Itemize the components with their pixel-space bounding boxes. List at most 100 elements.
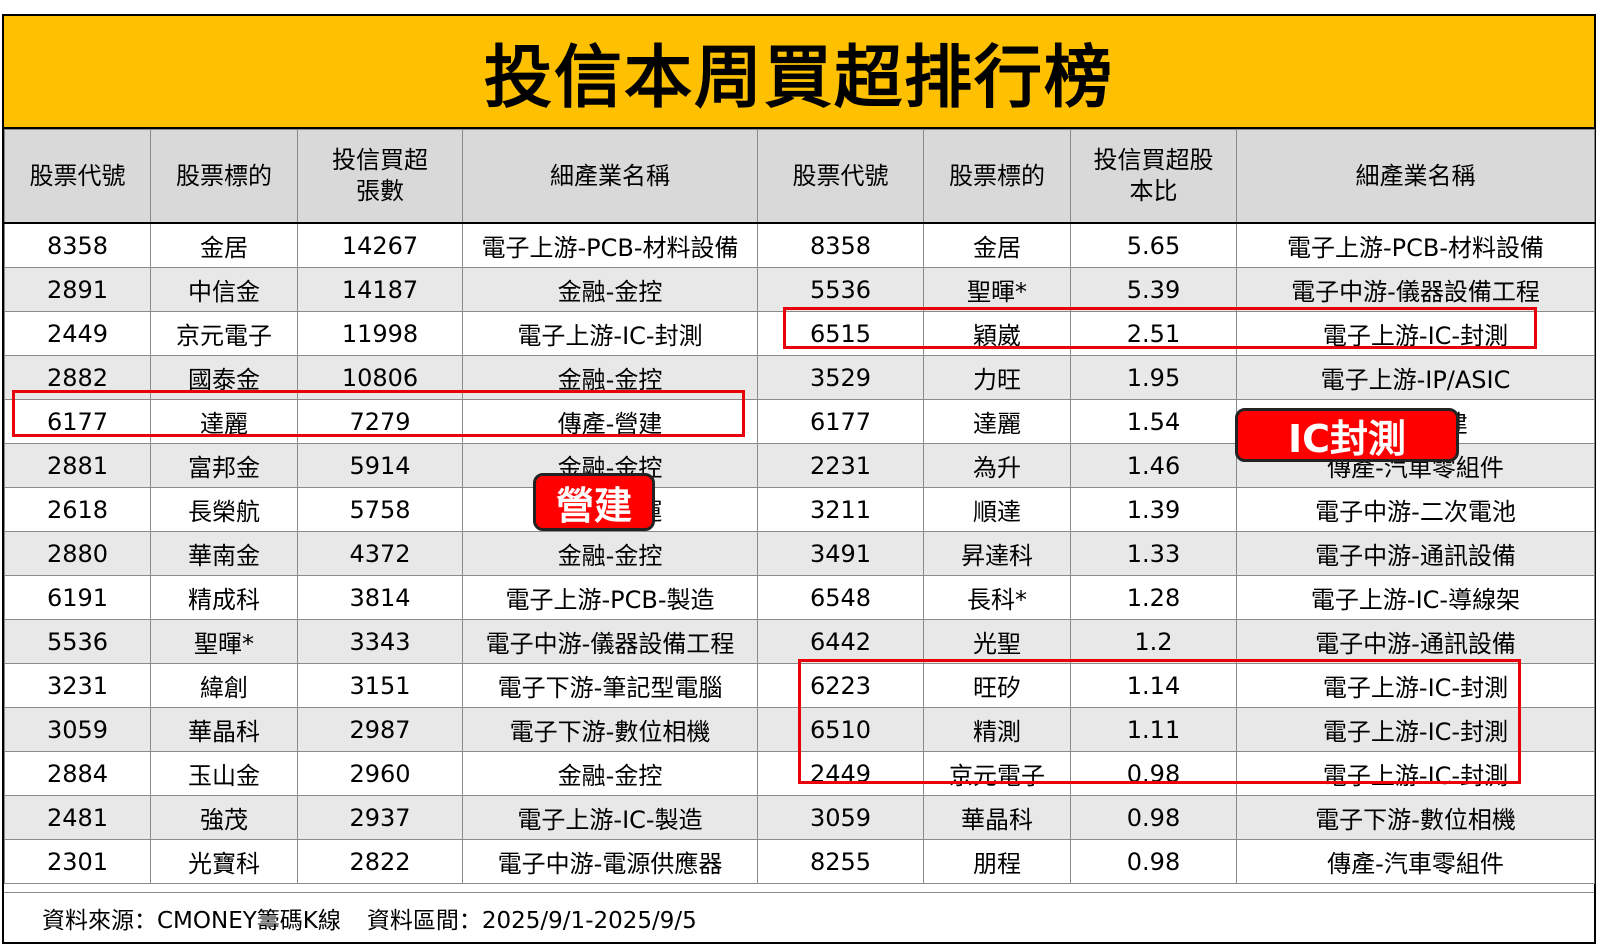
header-left-code: 股票代號: [4, 129, 151, 224]
cell-right-code: 3491: [757, 531, 924, 576]
cell-left-name: 金居: [150, 222, 298, 268]
cell-right-ratio: 1.33: [1070, 531, 1237, 576]
table-row: 2449 京元電子 11998 電子上游-IC-封測 6515 穎崴 2.51 電子上游-IC…: [4, 311, 1595, 356]
cell-right-code: 6510: [757, 707, 924, 752]
cell-left-name: 光寶科: [150, 839, 298, 884]
cell-left-industry: 傳產-營建: [462, 399, 758, 444]
table-row: 2301 光寶科 2822 電子中游-電源供應器 8255 朋程 0.98 傳產-汽車零組件: [4, 839, 1595, 884]
header-right-code: 股票代號: [757, 129, 924, 224]
cell-right-industry: 傳產-汽車零組件: [1236, 443, 1595, 488]
table-row: 8358 金居 14267 電子上游-PCB-材料設備 8358 金居 5.65 電子上游-P…: [4, 222, 1595, 268]
cell-right-name: 昇達科: [923, 531, 1071, 576]
cell-right-ratio: 1.95: [1070, 355, 1237, 400]
cell-left-volume: 14187: [297, 267, 463, 312]
cell-left-name: 達麗: [150, 399, 298, 444]
cell-right-industry: 電子上游-IC-導線架: [1236, 575, 1595, 620]
cell-left-name: 富邦金: [150, 443, 298, 488]
table-row: 2882 國泰金 10806 金融-金控 3529 力旺 1.95 電子上游-IP/ASIC: [4, 355, 1595, 400]
table-row: 2880 華南金 4372 金融-金控 3491 昇達科 1.33 電子中游-通訊設備: [4, 531, 1595, 576]
cell-right-name: 京元電子: [923, 751, 1071, 796]
cell-right-ratio: 1.2: [1070, 619, 1237, 664]
cell-left-name: 華南金: [150, 531, 298, 576]
cell-left-industry: 電子下游-數位相機: [462, 707, 758, 752]
cell-left-code: 2880: [4, 531, 151, 576]
header-left-volume-line1: 投信買超: [332, 146, 428, 174]
header-left-name: 股票標的: [150, 129, 298, 224]
cell-right-name: 力旺: [923, 355, 1071, 400]
ranking-rows: 8358 金居 14267 電子上游-PCB-材料設備 8358 金居 5.65 電子上游-P…: [4, 222, 1595, 884]
header-right-name: 股票標的: [923, 129, 1071, 224]
cell-left-code: 2881: [4, 443, 151, 488]
cell-right-ratio: 1.46: [1070, 443, 1237, 488]
header-left-volume-line2: 張數: [356, 177, 404, 205]
cell-right-industry: 電子上游-IC-封測: [1236, 751, 1595, 796]
cell-right-name: 為升: [923, 443, 1071, 488]
cell-left-name: 中信金: [150, 267, 298, 312]
cell-right-industry: 電子上游-PCB-材料設備: [1236, 222, 1595, 268]
table-row: 6191 精成科 3814 電子上游-PCB-製造 6548 長科* 1.28 電子上游-IC…: [4, 575, 1595, 620]
table-row: 2884 玉山金 2960 金融-金控 2449 京元電子 0.98 電子上游-IC-封測: [4, 751, 1595, 796]
cell-right-name: 穎崴: [923, 311, 1071, 356]
cell-left-code: 2301: [4, 839, 151, 884]
cell-right-ratio: 0.98: [1070, 839, 1237, 884]
cell-right-name: 長科*: [923, 575, 1071, 620]
cell-left-volume: 5758: [297, 487, 463, 532]
cell-left-industry: 電子中游-電源供應器: [462, 839, 758, 884]
cell-left-code: 2449: [4, 311, 151, 356]
cell-left-industry: 電子上游-IC-封測: [462, 311, 758, 356]
cell-right-industry: 電子上游-IC-封測: [1236, 663, 1595, 708]
cell-right-ratio: 0.98: [1070, 795, 1237, 840]
cell-left-volume: 11998: [297, 311, 463, 356]
ranking-board: 投信本周買超排行榜 股票代號 股票標的 投信買超 張數 細產業名稱 股票代號 股…: [2, 14, 1596, 944]
cell-left-volume: 2987: [297, 707, 463, 752]
cell-left-industry: 電子下游-筆記型電腦: [462, 663, 758, 708]
cell-left-code: 3059: [4, 707, 151, 752]
cell-right-code: 2231: [757, 443, 924, 488]
cell-right-industry: 電子中游-儀器設備工程: [1236, 267, 1595, 312]
header-right-ratio-line1: 投信買超股: [1093, 146, 1214, 174]
cell-right-ratio: 2.51: [1070, 311, 1237, 356]
cell-right-code: 6515: [757, 311, 924, 356]
cell-left-volume: 3151: [297, 663, 463, 708]
cell-right-code: 6223: [757, 663, 924, 708]
cell-left-volume: 4372: [297, 531, 463, 576]
cell-left-code: 2884: [4, 751, 151, 796]
cell-right-ratio: 5.65: [1070, 222, 1237, 268]
cell-right-industry: 電子中游-通訊設備: [1236, 531, 1595, 576]
cell-right-code: 3211: [757, 487, 924, 532]
cell-right-name: 達麗: [923, 399, 1071, 444]
cell-left-industry: 金融-金控: [462, 751, 758, 796]
cell-left-code: 2882: [4, 355, 151, 400]
header-right-ratio: 投信買超股 本比: [1070, 129, 1237, 224]
cell-right-industry: 電子上游-IC-封測: [1236, 311, 1595, 356]
cell-right-code: 2449: [757, 751, 924, 796]
cell-right-industry: 傳產-汽車零組件: [1236, 839, 1595, 884]
cell-left-name: 強茂: [150, 795, 298, 840]
page-title: 投信本周買超排行榜: [4, 16, 1594, 129]
cell-right-industry: 電子下游-數位相機: [1236, 795, 1595, 840]
header-left-industry: 細產業名稱: [462, 129, 758, 224]
cell-left-code: 2891: [4, 267, 151, 312]
cell-left-code: 5536: [4, 619, 151, 664]
cell-left-name: 玉山金: [150, 751, 298, 796]
table-row: 2481 強茂 2937 電子上游-IC-製造 3059 華晶科 0.98 電子下游-數位相機: [4, 795, 1595, 840]
cell-right-name: 華晶科: [923, 795, 1071, 840]
cell-right-name: 聖暉*: [923, 267, 1071, 312]
cell-left-volume: 3814: [297, 575, 463, 620]
cell-left-code: 3231: [4, 663, 151, 708]
header-right-ratio-line2: 本比: [1129, 177, 1178, 205]
cell-left-name: 華晶科: [150, 707, 298, 752]
cell-right-code: 6442: [757, 619, 924, 664]
footer-source: 資料來源：CMONEY籌碼K線: [42, 907, 341, 934]
cell-left-industry: 電子上游-PCB-製造: [462, 575, 758, 620]
cell-right-name: 光聖: [923, 619, 1071, 664]
cell-left-industry: 金融-金控: [462, 531, 758, 576]
cell-right-code: 3529: [757, 355, 924, 400]
cell-right-ratio: 0.98: [1070, 751, 1237, 796]
cell-right-code: 8255: [757, 839, 924, 884]
cell-left-volume: 2937: [297, 795, 463, 840]
cell-right-industry: 電子中游-通訊設備: [1236, 619, 1595, 664]
cell-left-name: 聖暉*: [150, 619, 298, 664]
cell-right-name: 旺矽: [923, 663, 1071, 708]
cell-right-industry: 電子上游-IC-封測: [1236, 707, 1595, 752]
